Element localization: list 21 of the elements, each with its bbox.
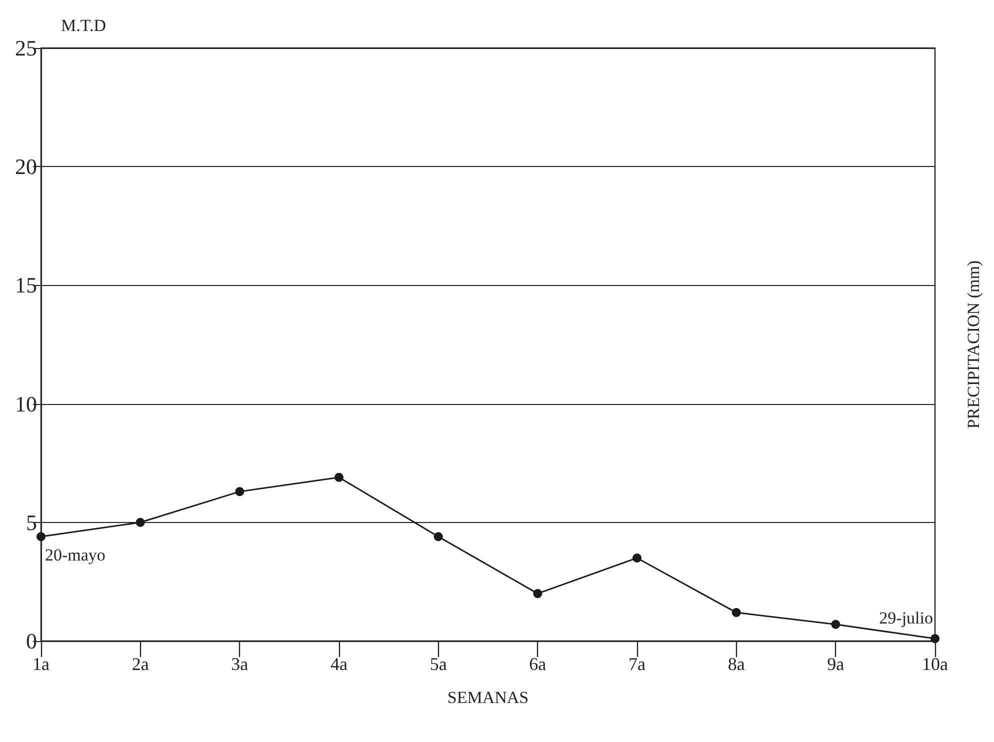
x-tick-label: 1a [32, 654, 50, 674]
x-tick-label: 4a [330, 654, 348, 674]
x-tick-label: 9a [827, 654, 844, 674]
y-tick-label: 0 [26, 628, 37, 654]
y-tick-label: 20 [15, 154, 37, 180]
x-tick-label: 7a [628, 654, 646, 674]
y2-axis-title: PRECIPITACION (mm) [964, 260, 983, 429]
x-tick-label: 2a [132, 654, 149, 674]
y-tick-label: 15 [15, 272, 37, 298]
annotation: 29-julio [879, 608, 933, 628]
annotation: 20-mayo [45, 546, 106, 565]
y-tick-label: 10 [15, 391, 37, 416]
x-tick-label: 5a [430, 654, 447, 674]
y-tick-label: 25 [15, 36, 37, 60]
x-axis-title: SEMANAS [447, 688, 529, 707]
x-tick-label: 6a [529, 654, 546, 674]
y-axis-title: M.T.D [61, 16, 106, 35]
x-tick-label: 3a [231, 654, 248, 674]
x-tick-label: 8a [728, 654, 745, 674]
x-tick-label: 10a [922, 654, 948, 674]
y-tick-label: 5 [26, 510, 37, 535]
